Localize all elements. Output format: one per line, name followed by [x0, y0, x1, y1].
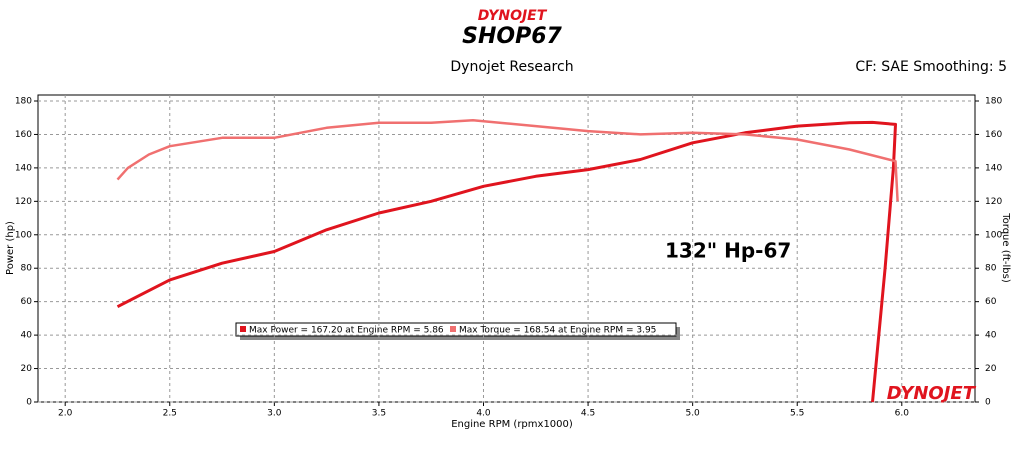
legend-label: Max Torque = 168.54 at Engine RPM = 3.95 — [459, 326, 656, 336]
legend-swatch — [240, 326, 246, 332]
chart-title: Dynojet Research — [450, 59, 573, 75]
logo-top: DYNOJET — [478, 8, 548, 24]
x-tick-label: 4.0 — [476, 409, 491, 419]
y2-tick-label: 180 — [985, 97, 1002, 107]
y2-tick-label: 20 — [985, 364, 997, 374]
y-tick-label: 140 — [15, 163, 32, 173]
y2-tick-label: 120 — [985, 197, 1002, 207]
y2-tick-label: 80 — [985, 264, 997, 274]
x-tick-label: 3.0 — [267, 409, 282, 419]
legend-label: Max Power = 167.20 at Engine RPM = 5.86 — [249, 326, 444, 336]
watermark: DYNOJET — [887, 383, 977, 404]
x-tick-label: 5.5 — [790, 409, 804, 419]
y2-tick-label: 160 — [985, 130, 1002, 140]
x-tick-label: 4.5 — [581, 409, 595, 419]
x-tick-label: 3.5 — [372, 409, 386, 419]
x-tick-label: 5.0 — [685, 409, 700, 419]
y-tick-label: 160 — [15, 130, 32, 140]
x-tick-label: 2.5 — [163, 409, 177, 419]
series-line — [116, 118, 899, 202]
y2-axis-label: Torque (ft-lbs) — [1000, 212, 1011, 283]
y-axis-label: Power (hp) — [5, 221, 16, 275]
y2-tick-label: 100 — [985, 230, 1002, 240]
y2-tick-label: 60 — [985, 297, 997, 307]
x-axis-label: Engine RPM (rpmx1000) — [451, 419, 573, 430]
plot-frame — [37, 94, 976, 403]
legend-swatch — [450, 326, 456, 332]
logo-bottom: SHOP67 — [462, 24, 562, 49]
x-tick-label: 2.0 — [58, 409, 73, 419]
y-tick-label: 20 — [21, 364, 33, 374]
annotation: 132" Hp-67 — [665, 239, 791, 263]
chart-subtitle: CF: SAE Smoothing: 5 — [855, 59, 1007, 75]
series-line — [116, 120, 897, 403]
y2-tick-label: 40 — [985, 331, 997, 341]
y2-tick-label: 0 — [985, 398, 991, 408]
y-tick-label: 180 — [15, 97, 32, 107]
x-tick-label: 6.0 — [895, 409, 910, 419]
y2-tick-label: 140 — [985, 163, 1002, 173]
y-tick-label: 80 — [21, 264, 33, 274]
y-tick-label: 100 — [15, 230, 32, 240]
y-tick-label: 0 — [26, 398, 32, 408]
y-tick-label: 120 — [15, 197, 32, 207]
y-tick-label: 40 — [21, 331, 33, 341]
y-tick-label: 60 — [21, 297, 33, 307]
